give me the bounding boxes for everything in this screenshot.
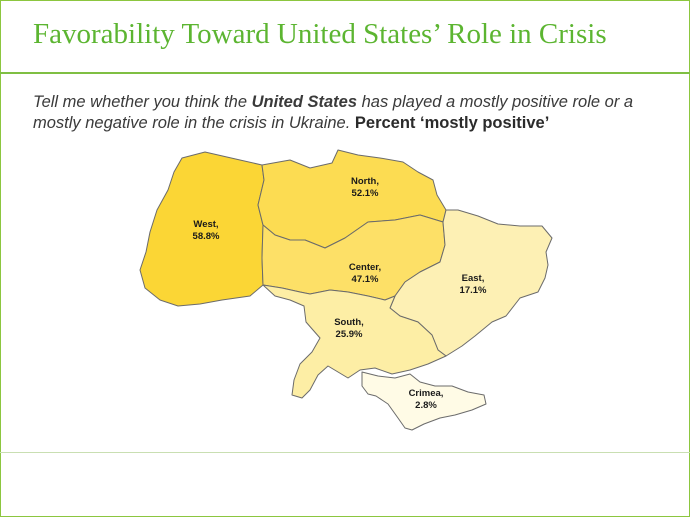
label-center-name: Center,	[349, 262, 381, 273]
region-south	[262, 284, 447, 399]
label-west-value: 58.8%	[193, 231, 220, 242]
label-crimea-name: Crimea,	[409, 388, 444, 399]
question-subject: United States	[251, 93, 358, 111]
question-text-1: Tell me whether you think the	[33, 93, 252, 111]
footer-divider	[0, 452, 690, 453]
label-center-value: 47.1%	[352, 274, 379, 285]
label-south-value: 25.9%	[336, 329, 363, 340]
region-crimea	[361, 371, 487, 431]
label-east-name: East,	[462, 273, 485, 284]
title-divider	[0, 72, 690, 74]
label-north-value: 52.1%	[352, 188, 379, 199]
label-west-name: West,	[193, 219, 218, 230]
survey-question: Tell me whether you think the United Sta…	[33, 92, 673, 134]
label-east-value: 17.1%	[460, 285, 487, 296]
question-measure: Percent ‘mostly positive’	[354, 114, 550, 132]
slide-title: Favorability Toward United States’ Role …	[33, 18, 607, 50]
region-east	[389, 209, 553, 357]
label-south-name: South,	[334, 317, 364, 328]
label-crimea-value: 2.8%	[415, 400, 437, 411]
question-text-2: has played a mostly positive role or a m…	[33, 93, 634, 132]
label-north-name: North,	[351, 176, 379, 187]
